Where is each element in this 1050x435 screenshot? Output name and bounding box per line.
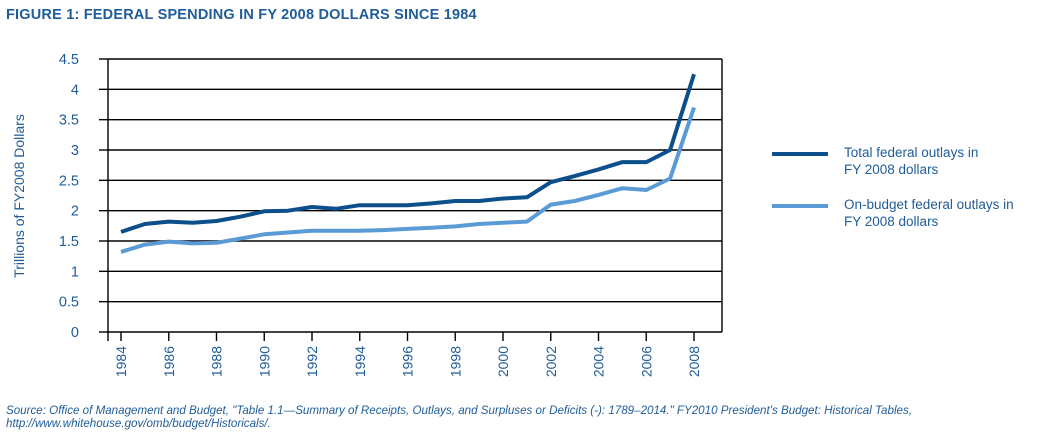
x-tick-label: 1998 [447, 346, 463, 377]
y-tick-label: 3.5 [59, 113, 79, 129]
x-tick-label: 1990 [256, 346, 272, 377]
x-tick-label: 2006 [638, 346, 654, 377]
series-lines [120, 73, 696, 254]
x-tick-label: 1988 [209, 346, 225, 377]
y-tick-label: 2 [71, 204, 79, 220]
x-tick-label: 1992 [304, 346, 320, 377]
legend-label-line: FY 2008 dollars [844, 214, 939, 229]
y-axis: 0 0.5 1 1.5 2 2.5 3 3.5 4 4.5 [59, 52, 109, 341]
series-line-on-budget-outlays [120, 106, 696, 254]
legend-label-line: FY 2008 dollars [844, 162, 939, 177]
x-tick-label: 2004 [591, 346, 607, 377]
y-tick-label: 4 [71, 82, 79, 98]
legend-swatch [772, 152, 828, 156]
y-tick-label: 1.5 [59, 234, 79, 250]
x-tick-label: 1994 [352, 346, 368, 377]
gridlines [108, 58, 723, 333]
y-tick-label: 4.5 [59, 52, 79, 68]
figure-title: FIGURE 1: FEDERAL SPENDING IN FY 2008 DO… [6, 7, 477, 23]
legend-label-line: Total federal outlays in [844, 145, 979, 160]
y-tick-label: 3 [71, 143, 79, 159]
x-tick-label: 1986 [161, 346, 177, 377]
legend-label: On-budget federal outlays in FY 2008 doll… [844, 196, 1034, 230]
legend-swatch [772, 204, 828, 208]
y-tick-label: 0.5 [59, 295, 79, 311]
y-tick-label: 2.5 [59, 173, 79, 189]
y-tick-label: 0 [71, 325, 79, 341]
x-tick-label: 1996 [400, 346, 416, 377]
x-tick-label: 2000 [495, 346, 511, 377]
legend-label: Total federal outlays in FY 2008 dollars [844, 144, 1034, 178]
x-tick-label: 2002 [543, 346, 559, 377]
legend-label-line: On-budget federal outlays in [844, 197, 1014, 212]
line-chart: 0 0.5 1 1.5 2 2.5 3 3.5 4 4.5 1984 1986 1988 1990 199… [11, 52, 723, 377]
y-axis-label: Trillions of FY2008 Dollars [11, 114, 27, 278]
source-note: Source: Office of Management and Budget,… [6, 404, 912, 430]
x-axis: 1984 1986 1988 1990 1992 1994 1996 1998 2000 2002… [113, 332, 702, 377]
series-line-total-outlays [120, 73, 696, 234]
x-tick-label: 1984 [113, 346, 129, 377]
x-tick-label: 2008 [686, 346, 702, 377]
y-tick-label: 1 [71, 264, 79, 280]
